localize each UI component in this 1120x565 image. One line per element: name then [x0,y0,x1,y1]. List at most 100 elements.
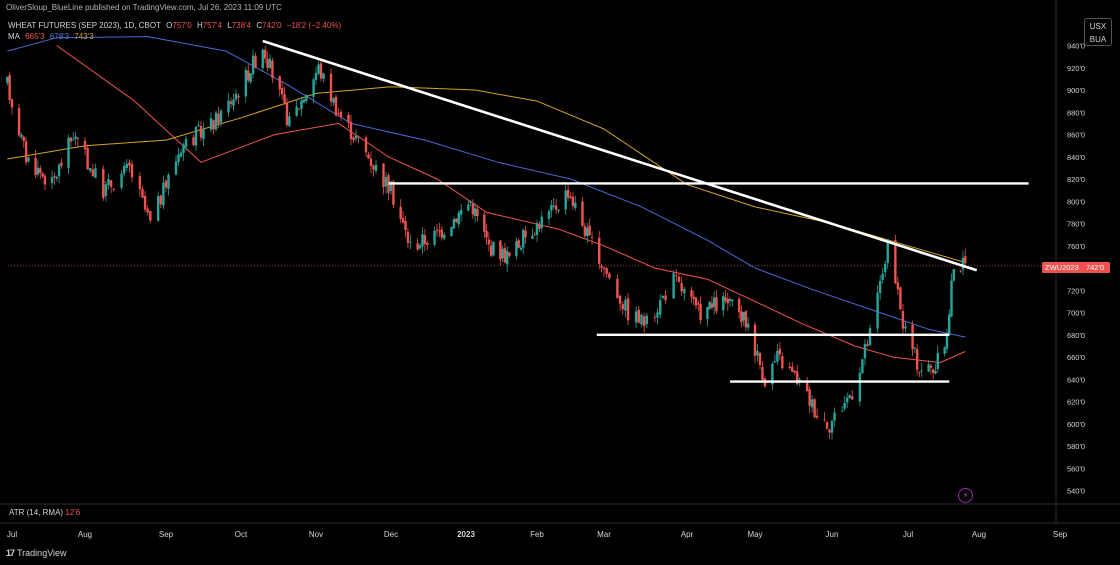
candle-body [60,162,63,166]
candle [598,230,601,270]
candle-body [929,365,933,368]
candle-body [653,316,657,318]
candle [866,340,869,348]
candle [744,310,748,332]
candle [540,210,543,233]
candle [574,195,577,211]
candle [214,110,218,132]
candle [929,363,933,375]
open-value: 757'0 [172,21,192,30]
price-tick-label: 760'0 [1067,242,1085,251]
candle [10,98,14,115]
candle-body [24,141,28,163]
candle-body [182,144,185,154]
candle [724,289,727,304]
candle-body [156,196,160,221]
candle-body [487,239,491,245]
candle-body [399,206,402,219]
atr-label[interactable]: ATR (14, RMA) [9,508,64,517]
candle-body [805,380,809,392]
candle [931,368,935,380]
candle [964,248,967,267]
candle [138,172,142,197]
candle [164,179,168,193]
candle [86,144,89,170]
candle [352,135,355,143]
candle [694,296,698,309]
candle [878,275,882,301]
candle [492,241,495,257]
ma-line-1 [56,45,966,364]
candle-body [637,309,641,323]
candle-body [726,298,729,304]
candle-body [934,371,937,374]
candle [706,306,709,327]
candle-body [314,72,318,80]
candle-body [297,108,301,110]
candle-body [788,366,791,369]
candle-body [608,273,611,279]
candle [886,238,889,269]
candle [130,160,134,183]
candle [828,428,831,439]
candle [547,209,551,226]
candle [501,245,504,263]
candle-body [177,154,180,163]
candle [747,317,750,331]
candle-body [656,312,659,318]
candle-body [141,188,144,198]
candle-body [10,99,14,108]
candle-body [237,95,240,98]
ma-legend-label[interactable]: MA [8,32,20,41]
candle [43,173,47,191]
candle-body [227,100,230,113]
candle [404,215,407,238]
lightning-icon[interactable]: ⚡ [958,488,973,503]
candle-body [401,218,405,223]
candle-body [352,137,355,141]
candle [499,240,502,266]
candle [683,286,686,301]
candle [776,343,779,365]
candle [552,198,555,209]
candle [197,121,200,128]
candle-body [280,87,284,95]
candle-body [440,229,444,238]
candle [899,286,902,311]
candle [538,221,541,232]
candle [771,361,774,391]
candle-body [808,389,811,406]
candle-body [848,394,851,399]
candle-body [793,370,796,373]
candle-body [469,201,472,203]
candle [621,300,624,315]
candle [83,137,87,156]
candle-body [950,280,953,317]
candle-body [943,347,946,354]
candle [815,408,819,420]
symbol-title[interactable]: WHEAT FUTURES (SEP 2023), 1D, CBOT [8,21,161,30]
candle-body [467,204,470,211]
candle [515,237,518,260]
price-tick-label: 880'0 [1067,108,1085,117]
candle [457,210,460,228]
candle [162,175,165,210]
candle [418,242,422,250]
candle-body [483,214,486,232]
candle [24,137,28,166]
candle-body [347,114,350,123]
candle [112,187,115,192]
candle [918,371,921,378]
change-value: −18'2 (−2.40%) [286,21,342,30]
candle-body [312,79,315,97]
candle-body [616,278,619,299]
symbol-info-row: WHEAT FUTURES (SEP 2023), 1D, CBOT O757'… [8,21,342,30]
candle [6,76,9,86]
currency-unit-button[interactable]: USX BUA [1084,18,1112,46]
candle [517,238,520,249]
candle-body [830,420,834,433]
candle [8,72,11,104]
candle [125,159,129,172]
candle [102,165,105,201]
